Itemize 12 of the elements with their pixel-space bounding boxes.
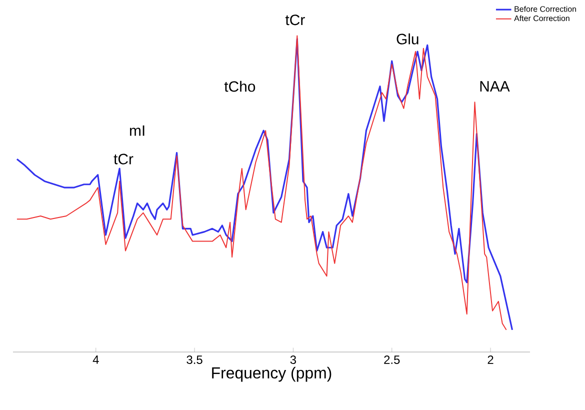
x-tick-label: 2.5 <box>384 356 400 364</box>
x-tick-label: 2 <box>488 356 494 364</box>
annotation: mI <box>130 125 144 136</box>
text: tCr <box>285 14 305 26</box>
annotation: Glu <box>396 33 418 44</box>
x-tick-label: 3.5 <box>186 356 202 364</box>
x-tick-label: 4 <box>92 356 99 364</box>
x-tick-label: 3 <box>290 356 296 364</box>
annotation: tCr <box>114 154 134 164</box>
x-axis-title: Frequency (ppm) <box>212 366 332 382</box>
annotation: tCho <box>224 80 256 92</box>
annotation: NAA <box>480 81 510 92</box>
